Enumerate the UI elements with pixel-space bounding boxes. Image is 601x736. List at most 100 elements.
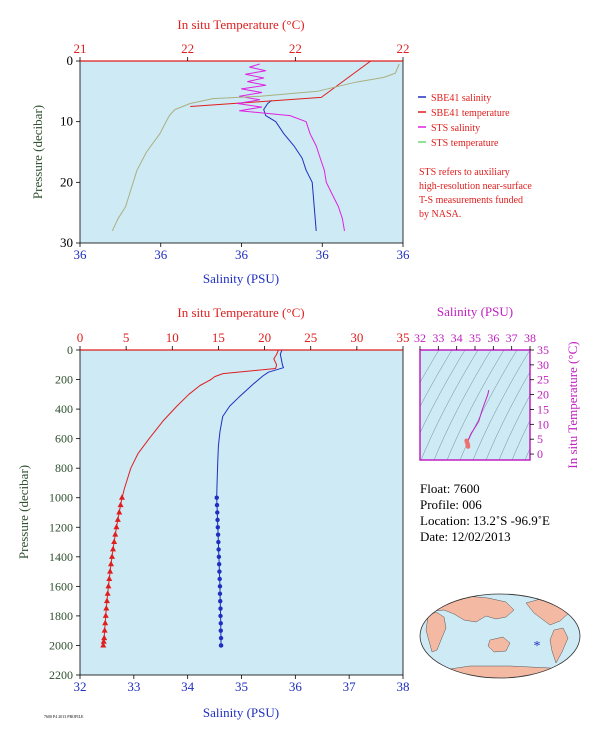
sbe41-temperature-line bbox=[122, 350, 279, 497]
full-top-axis-label: In situ Temperature (°C) bbox=[177, 305, 304, 320]
ts-contour bbox=[472, 350, 530, 460]
surface-bottom-axis-label: Salinity (PSU) bbox=[203, 271, 279, 286]
ts-y-tick-label: 5 bbox=[537, 432, 543, 446]
sbe41-temperature-deep-samples--line bbox=[102, 497, 123, 646]
full-bottom-tick-label: 33 bbox=[127, 679, 140, 694]
full-top-tick-label: 10 bbox=[166, 330, 179, 345]
ts-contour bbox=[446, 350, 505, 460]
surface-y-tick-label: 0 bbox=[67, 53, 74, 68]
sts-temperature-line bbox=[111, 63, 400, 232]
ts-y-tick-label: 20 bbox=[537, 388, 549, 402]
surface-top-tick-label: 22 bbox=[181, 41, 194, 56]
sbe41-salinity-deep-samples--point bbox=[218, 643, 224, 648]
t-s-deep-samples-point bbox=[465, 444, 471, 449]
sbe41-salinity-deep-samples--point bbox=[218, 621, 223, 626]
sbe41-temperature-deep-samples--point bbox=[111, 538, 118, 545]
ts-contour bbox=[420, 350, 466, 434]
sbe41-temperature-deep-samples--point bbox=[104, 590, 111, 596]
surface-bottom-tick-label: 36 bbox=[397, 247, 411, 262]
full-profile-chart: 0 5 10 15 20 25 30 35 32 33 34 35 36 37 38 0 200 400 600… bbox=[16, 305, 410, 720]
south-america-land bbox=[549, 627, 569, 664]
legend-label: STS salinity bbox=[431, 123, 480, 134]
sbe41-temperature-deep-samples--point bbox=[102, 619, 109, 626]
sbe41-temperature-deep-samples--point bbox=[109, 553, 116, 559]
sbe41-salinity-deep-samples--point bbox=[217, 569, 222, 574]
surface-bottom-tick-label: 36 bbox=[316, 247, 330, 262]
sbe41-temperature-deep-samples--point bbox=[114, 516, 121, 522]
surface-plot-area bbox=[79, 60, 404, 244]
ts-contour bbox=[524, 447, 530, 460]
full-plot-area bbox=[79, 349, 404, 676]
sbe41-salinity-deep-samples--point bbox=[217, 591, 223, 596]
ts-contour bbox=[459, 350, 518, 460]
sbe41-temperature-deep-samples--point bbox=[107, 568, 114, 574]
sbe41-temperature-deep-samples--point bbox=[100, 638, 107, 644]
sbe41-temperature-deep-samples--point bbox=[117, 501, 124, 508]
full-y-tick-label: 600 bbox=[55, 432, 73, 446]
ts-y-axis-label: In situ Temperature (°C) bbox=[565, 341, 580, 468]
ts-y-tick-label: 30 bbox=[537, 358, 549, 372]
float-info: Float: 7600 Profile: 006 Location: 13.2˚… bbox=[420, 481, 550, 544]
sbe41-temperature-deep-samples--point bbox=[105, 582, 112, 589]
full-top-tick-label: 5 bbox=[123, 330, 130, 345]
full-top-tick-label: 20 bbox=[258, 330, 271, 345]
sts-salinity-line bbox=[237, 63, 345, 231]
australia-land bbox=[487, 636, 511, 653]
surface-y-axis-label: Pressure (decibar) bbox=[30, 105, 45, 199]
full-y-ticks: 0 200 400 600 800 1000 1200 1400 1600 1800 2000 220… bbox=[49, 343, 80, 682]
legend-label: SBE41 salinity bbox=[431, 93, 491, 104]
full-bottom-tick-label: 35 bbox=[235, 679, 248, 694]
ts-contour bbox=[498, 394, 530, 460]
surface-top-axis-label: In situ Temperature (°C) bbox=[177, 17, 304, 32]
sbe41-salinity-deep-samples--point bbox=[218, 635, 224, 641]
full-y-tick-label: 2000 bbox=[49, 638, 73, 652]
sbe41-temperature-deep-samples--point bbox=[103, 605, 110, 611]
ts-top-ticks: 32 33 34 35 36 37 38 bbox=[414, 331, 536, 350]
full-y-tick-label: 800 bbox=[55, 461, 73, 475]
sbe41-salinity-deep-samples--point bbox=[216, 562, 222, 567]
sbe41-salinity-deep-samples--point bbox=[215, 525, 221, 530]
legend-label: SBE41 temperature bbox=[431, 108, 510, 119]
legend-item-sts-salinity: STS salinity bbox=[418, 123, 480, 134]
full-bottom-tick-label: 37 bbox=[343, 679, 357, 694]
surface-bottom-ticks: 36 36 36 36 36 bbox=[74, 243, 411, 262]
sbe41-salinity-deep-samples--point bbox=[216, 539, 221, 545]
sbe41-salinity-deep-samples--point bbox=[214, 502, 220, 508]
full-top-tick-label: 0 bbox=[77, 330, 84, 345]
legend-item-sbe41-temperature: SBE41 temperature bbox=[418, 108, 510, 119]
full-bottom-tick-label: 32 bbox=[74, 679, 87, 694]
ts-top-tick-label: 34 bbox=[451, 331, 463, 345]
full-bottom-tick-label: 36 bbox=[289, 679, 303, 694]
sbe41-temperature-deep-samples--point bbox=[106, 575, 113, 581]
world-map: * bbox=[419, 593, 581, 679]
full-top-tick-label: 25 bbox=[304, 330, 317, 345]
date: Date: 12/02/2013 bbox=[420, 529, 511, 544]
ts-contour bbox=[420, 350, 453, 408]
surface-bottom-tick-label: 36 bbox=[74, 247, 88, 262]
sbe41-salinity-deep-samples--point bbox=[218, 628, 223, 633]
ts-contour bbox=[485, 371, 530, 460]
note-line: STS refers to auxiliary bbox=[419, 167, 510, 178]
full-y-tick-label: 1200 bbox=[49, 520, 73, 534]
full-y-tick-label: 200 bbox=[55, 373, 73, 387]
full-y-tick-label: 1400 bbox=[49, 550, 73, 564]
sbe41-salinity-line bbox=[216, 350, 284, 497]
ts-contour bbox=[420, 350, 479, 460]
surface-y-ticks: 0 10 20 30 bbox=[60, 53, 80, 250]
full-top-tick-label: 35 bbox=[397, 330, 410, 345]
sbe41-salinity-deep-samples--point bbox=[217, 584, 223, 589]
map-outline bbox=[419, 593, 581, 679]
sbe41-salinity-deep-samples--point bbox=[215, 532, 221, 537]
full-y-tick-label: 1800 bbox=[49, 609, 73, 623]
legend-label: STS temperature bbox=[431, 138, 499, 149]
africa-land bbox=[425, 611, 447, 653]
surface-y-tick-label: 30 bbox=[60, 235, 73, 250]
ts-contour bbox=[420, 350, 440, 383]
sbe41-temperature-deep-samples--point bbox=[116, 509, 123, 515]
ts-y-tick-label: 25 bbox=[537, 373, 549, 387]
legend-item-sbe41-salinity: SBE41 salinity bbox=[418, 93, 491, 104]
ts-plot-area bbox=[420, 350, 530, 460]
ts-y-tick-label: 10 bbox=[537, 417, 549, 431]
